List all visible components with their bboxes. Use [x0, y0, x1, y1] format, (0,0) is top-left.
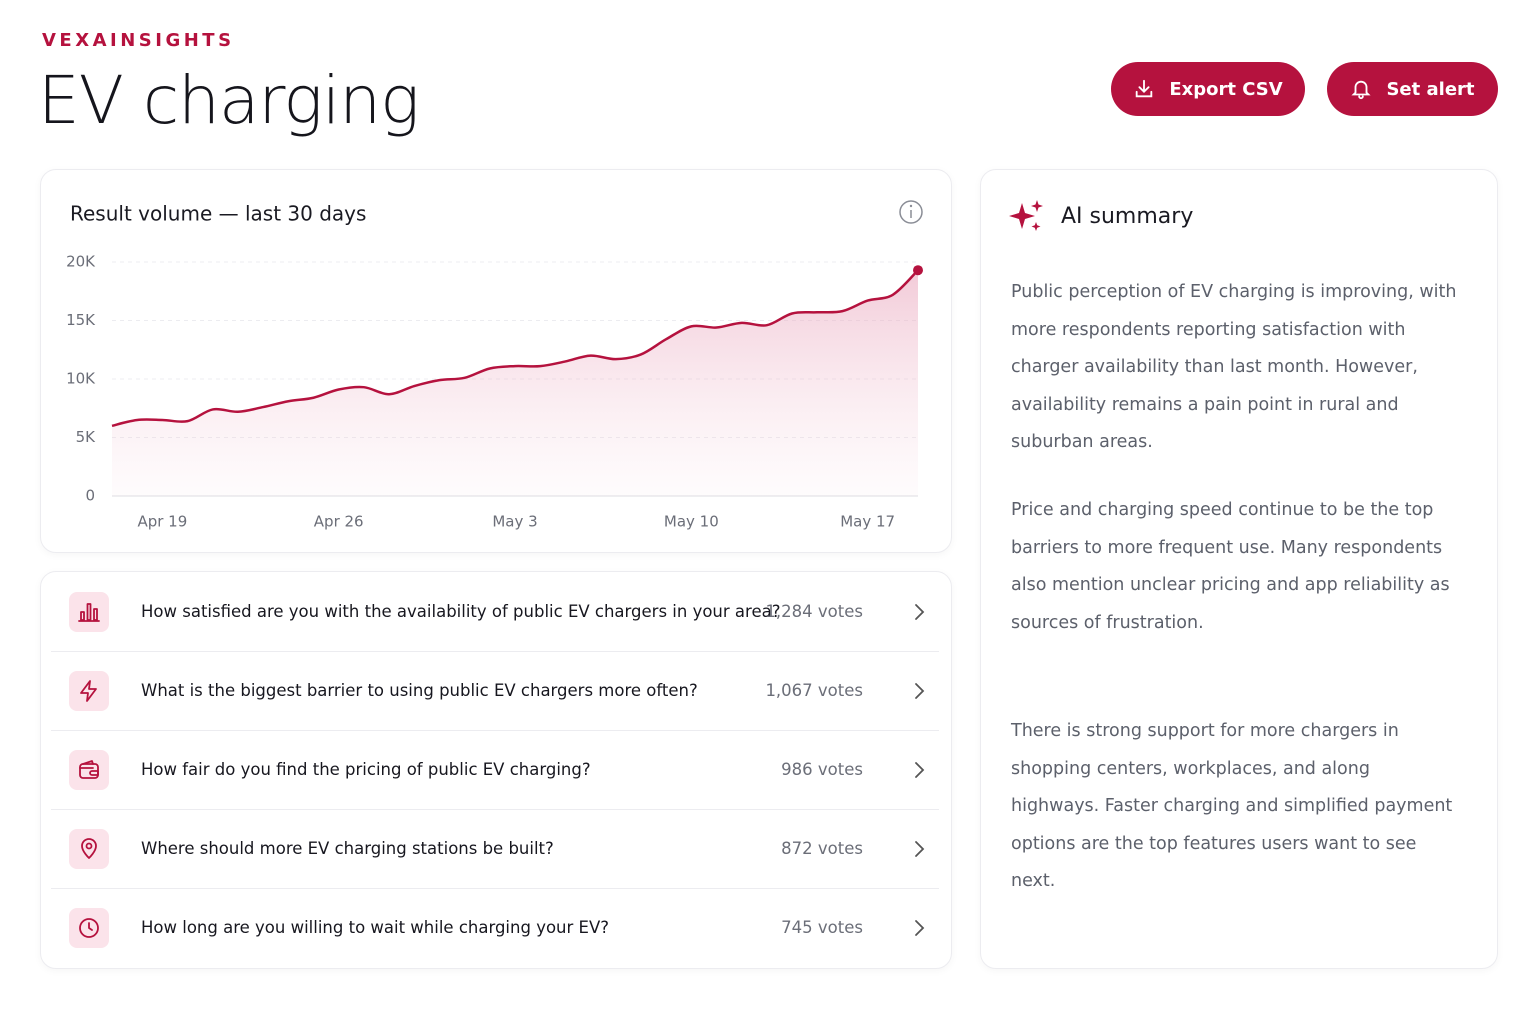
question-icon — [69, 671, 109, 711]
question-row[interactable]: Where should more EV charging stations b… — [41, 809, 951, 888]
vote-count: 745 votes — [781, 918, 863, 937]
row-divider — [51, 809, 939, 810]
x-tick-label: Apr 26 — [314, 513, 364, 531]
chart-card: Result volume — last 30 days 0 5K 10K 15K 20… — [40, 169, 952, 553]
page-title: EV charging — [38, 62, 420, 139]
y-tick-label: 0 — [85, 487, 95, 505]
question-text: Where should more EV charging stations b… — [141, 839, 554, 858]
question-text: How long are you willing to wait while c… — [141, 918, 610, 937]
y-tick-label: 5K — [76, 428, 97, 446]
vote-count: 1,067 votes — [765, 681, 863, 700]
chevron — [915, 604, 925, 620]
y-tick-label: 20K — [66, 253, 96, 271]
area — [112, 270, 918, 496]
vote-count: 986 votes — [781, 760, 863, 779]
vote-count: 1,284 votes — [765, 602, 863, 621]
question-icon — [69, 750, 109, 790]
alert-button[interactable]: Set alert — [1327, 62, 1498, 116]
question-text: What is the biggest barrier to using pub… — [141, 681, 698, 700]
info-icon[interactable] — [899, 200, 923, 224]
download-icon — [1136, 79, 1153, 98]
button-label: Export CSV — [1169, 78, 1283, 100]
bell-icon — [1351, 80, 1372, 100]
questions-card: How satisfied are you with the availabil… — [40, 571, 952, 969]
chevron — [915, 683, 925, 699]
vote-count: 872 votes — [781, 839, 863, 858]
question-icon — [69, 908, 109, 948]
sparkle-icon — [1009, 200, 1043, 231]
chevron — [915, 762, 925, 778]
question-row[interactable]: What is the biggest barrier to using pub… — [41, 651, 951, 730]
y-tick-label: 10K — [66, 370, 96, 388]
chevron — [915, 920, 925, 936]
question-icon — [69, 592, 109, 632]
chart: Result volume — last 30 days 0 5K 10K 15K 20… — [66, 200, 923, 531]
summary-paragraph: Price and charging speed continue to be … — [1011, 500, 1450, 633]
x-tick-label: May 10 — [664, 513, 719, 531]
summary-card — [980, 169, 1498, 969]
export-button[interactable]: Export CSV — [1111, 62, 1305, 116]
button-label: Set alert — [1386, 78, 1475, 100]
x-tick-label: May 17 — [840, 513, 895, 531]
chevron — [915, 841, 925, 857]
question-row[interactable]: How fair do you find the pricing of publ… — [41, 730, 951, 809]
chart-title: Result volume — last 30 days — [70, 202, 366, 226]
question-text: How fair do you find the pricing of publ… — [141, 760, 591, 779]
row-divider — [51, 730, 939, 731]
summary-paragraph: There is strong support for more charger… — [1011, 721, 1453, 891]
question-row[interactable]: How long are you willing to wait while c… — [41, 888, 951, 967]
line — [111, 269, 919, 428]
summary-title: AI summary — [1061, 204, 1194, 229]
question-row[interactable]: How satisfied are you with the availabil… — [41, 572, 951, 651]
x-tick-label: May 3 — [492, 513, 537, 531]
y-tick-label: 15K — [66, 311, 96, 329]
row-divider — [51, 888, 939, 889]
x-tick-label: Apr 19 — [137, 513, 187, 531]
question-text: How satisfied are you with the availabil… — [141, 602, 781, 621]
question-icon — [69, 829, 109, 869]
last-point — [913, 265, 923, 276]
summary-paragraph: Public perception of EV charging is impr… — [1011, 282, 1457, 452]
brand: VEXAINSIGHTS — [42, 30, 235, 51]
row-divider — [51, 651, 939, 652]
